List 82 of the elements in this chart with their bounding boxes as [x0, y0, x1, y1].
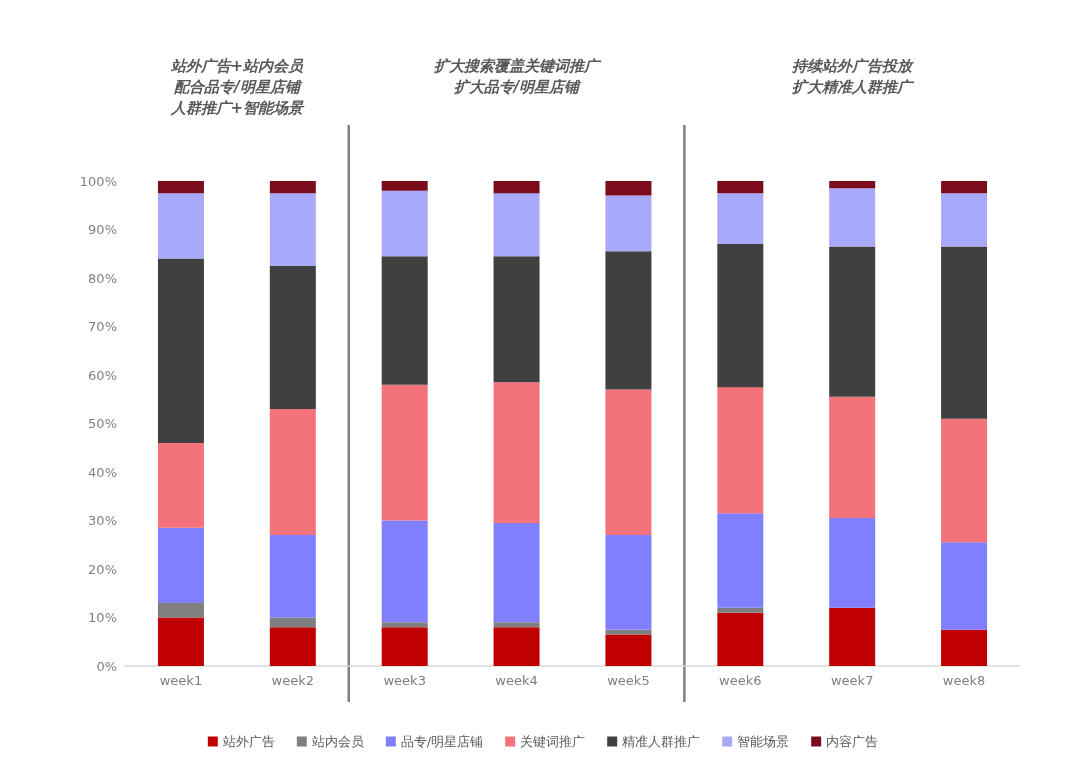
- bar: [605, 535, 652, 630]
- x-tick-label: week3: [383, 673, 426, 688]
- text: 站外广告+站内会员配合品专/明星店铺人群推广+智能场景: [169, 56, 306, 117]
- y-tick-label: 100%: [79, 173, 117, 189]
- bar: [829, 188, 876, 247]
- legend-label: 站外广告: [222, 734, 275, 749]
- y-tick-label: 90%: [88, 222, 117, 237]
- bar: [381, 384, 428, 521]
- x-tick-label: week7: [830, 673, 874, 688]
- x-tick-label: week1: [159, 673, 203, 688]
- y-tick-label: 20%: [88, 561, 117, 577]
- bar: [717, 612, 764, 666]
- x-tick-label: week8: [942, 673, 986, 688]
- x-tick-label: week2: [271, 673, 315, 688]
- bar: [381, 181, 428, 191]
- legend-label: 智能场景: [737, 734, 790, 749]
- bar: [157, 527, 204, 603]
- bar: [941, 418, 988, 543]
- y-tick-label: 50%: [88, 416, 117, 431]
- legend-label: 关键词推广: [520, 734, 586, 749]
- y-tick-label: 0%: [96, 658, 117, 674]
- bar: [269, 193, 316, 266]
- y-tick-label: 10%: [88, 610, 117, 625]
- bar: [605, 389, 652, 536]
- bar: [829, 396, 876, 519]
- bar: [493, 622, 540, 628]
- x-tick-label: week5: [607, 673, 650, 688]
- bar: [941, 181, 988, 194]
- bar: [493, 193, 540, 257]
- bar: [493, 256, 540, 383]
- bar: [157, 193, 204, 259]
- legend-label: 品专/明星店铺: [400, 734, 484, 749]
- legend-label: 站内会员: [311, 734, 364, 749]
- bar: [269, 617, 316, 628]
- bar: [941, 629, 988, 666]
- bar: [717, 193, 764, 245]
- bar: [605, 634, 652, 666]
- bar: [829, 181, 876, 189]
- bar: [381, 627, 428, 666]
- bar: [717, 513, 764, 608]
- y-tick-label: 60%: [88, 367, 117, 383]
- bar: [269, 408, 316, 536]
- bar: [381, 520, 428, 623]
- y-tick-label: 70%: [88, 319, 117, 334]
- bar: [381, 622, 428, 628]
- bar: [941, 542, 988, 630]
- legend-label: 精准人群推广: [622, 734, 701, 749]
- bar: [605, 195, 652, 252]
- bar: [381, 256, 428, 385]
- bar: [157, 617, 204, 666]
- bar: [717, 244, 764, 388]
- bar: [829, 518, 876, 608]
- bar: [717, 387, 764, 514]
- y-tick-label: 40%: [88, 464, 117, 480]
- x-tick-label: week6: [719, 673, 762, 688]
- bar: [605, 181, 652, 196]
- bar: [941, 246, 988, 419]
- bar: [605, 251, 652, 390]
- bar: [941, 193, 988, 247]
- bar: [717, 607, 764, 613]
- legend-label: 内容广告: [826, 734, 879, 749]
- bar: [157, 181, 204, 194]
- bar: [269, 535, 316, 618]
- bar: [157, 258, 204, 443]
- bar: [493, 181, 540, 194]
- bar: [381, 190, 428, 257]
- y-tick-label: 80%: [88, 270, 117, 286]
- y-tick-label: 30%: [88, 513, 117, 528]
- bar: [269, 265, 316, 409]
- x-tick-label: week4: [495, 673, 538, 688]
- bar: [829, 246, 876, 397]
- bar: [493, 522, 540, 623]
- text: 扩大搜索覆盖关键词推广扩大品专/明星店铺: [433, 56, 603, 96]
- bar: [269, 627, 316, 666]
- bar: [717, 181, 764, 194]
- bar: [493, 382, 540, 523]
- bar: [269, 181, 316, 194]
- bar: [493, 627, 540, 666]
- bar: [157, 602, 204, 618]
- bar: [829, 607, 876, 666]
- bar: [157, 442, 204, 528]
- text: 持续站外广告投放扩大精准人群推广: [791, 56, 916, 96]
